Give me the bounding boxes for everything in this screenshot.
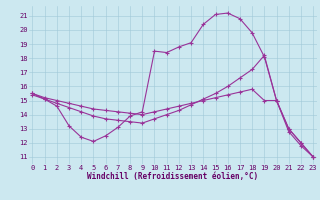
X-axis label: Windchill (Refroidissement éolien,°C): Windchill (Refroidissement éolien,°C) [87,172,258,181]
